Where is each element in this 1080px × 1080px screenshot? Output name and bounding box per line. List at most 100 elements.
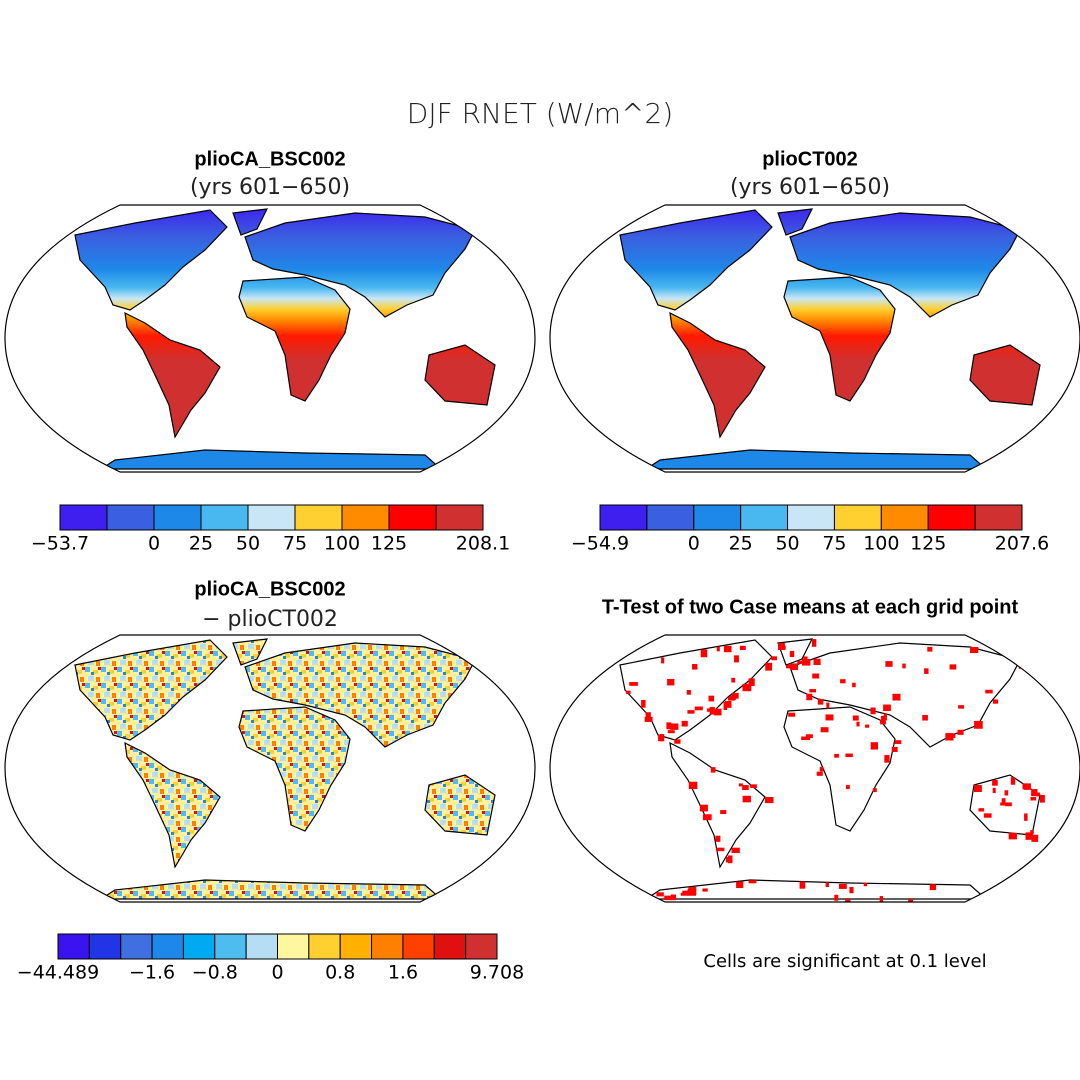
significant-cell [686, 690, 691, 695]
significant-cell [819, 766, 824, 772]
colorbar-swatch [833, 504, 882, 531]
significant-cell [949, 664, 957, 670]
continent [124, 311, 221, 439]
footnote: Cells are significant at 0.1 level [703, 951, 986, 972]
significant-cell [922, 714, 928, 721]
colorbar-swatch [308, 933, 341, 960]
significant-cell [1001, 798, 1006, 805]
map [4, 204, 536, 473]
colorbar-swatch [200, 504, 249, 531]
significant-cell [1040, 795, 1045, 803]
colorbar-label: 25 [189, 533, 213, 555]
significant-cell [702, 888, 708, 892]
significant-cell [883, 713, 887, 721]
significant-cell [669, 723, 679, 730]
significant-cell [880, 720, 885, 724]
colorbar-label: −0.8 [192, 962, 238, 984]
significant-cell [629, 682, 638, 686]
significant-cell [908, 899, 914, 902]
colorbar-swatch [88, 933, 122, 960]
significant-cell [970, 647, 979, 654]
significant-cell [840, 679, 846, 684]
significant-cell [811, 639, 817, 647]
significant-cell [894, 740, 902, 744]
significant-cell [659, 733, 665, 742]
significant-cell [902, 663, 906, 669]
significant-cell [803, 656, 808, 661]
colorbar-swatch [371, 933, 404, 960]
colorbar-swatch [106, 504, 155, 531]
significant-cell [891, 746, 898, 752]
colorbar-label: 0 [148, 533, 160, 555]
significant-cell [845, 753, 853, 758]
significant-cell [801, 736, 811, 741]
significant-cell [797, 660, 807, 664]
colorbar-swatch [153, 504, 202, 531]
significant-cell [883, 704, 891, 711]
significant-cell [870, 707, 876, 715]
significant-cell [731, 847, 740, 854]
significant-cell [724, 700, 732, 708]
significant-cell [748, 678, 755, 687]
significant-cell [726, 857, 731, 863]
significant-cell [1010, 777, 1016, 785]
colorbar-label: 207.6 [995, 533, 1049, 555]
map-land [619, 208, 1041, 470]
colorbar-label: 50 [775, 533, 799, 555]
significant-cell [1025, 832, 1032, 840]
significant-cell [1036, 792, 1040, 797]
colorbar-swatch [927, 504, 976, 531]
significant-cell [879, 896, 884, 902]
significant-cell [715, 835, 721, 842]
significant-cell [699, 804, 708, 812]
colorbar-swatch [339, 933, 373, 960]
colorbar-swatch [693, 504, 742, 531]
significant-cell [1031, 789, 1038, 797]
continent [74, 639, 228, 741]
significant-cell [813, 658, 821, 666]
significant-cell [974, 720, 983, 729]
map-land [74, 638, 496, 900]
significant-cell [700, 649, 708, 658]
colorbar-label: 0 [271, 962, 283, 984]
continent [789, 212, 1021, 318]
continent [124, 741, 221, 869]
significant-cell [681, 720, 688, 727]
colorbar-label: 125 [910, 533, 946, 555]
significant-cell [884, 755, 890, 763]
significant-cell [1031, 834, 1039, 842]
significant-cell [742, 683, 752, 692]
significant-cell [765, 662, 773, 671]
significant-cell [799, 881, 806, 889]
colorbar-label: −54.9 [571, 533, 629, 555]
significant-cell [788, 664, 797, 669]
colorbar-label: 125 [371, 533, 407, 555]
significant-cell [1024, 813, 1028, 821]
significant-cell [736, 881, 744, 889]
significant-cell [644, 716, 653, 722]
continent [232, 638, 269, 666]
colorbar-swatch [245, 933, 278, 960]
significant-cell [924, 668, 929, 674]
significant-cell [992, 699, 999, 704]
significant-cell [788, 712, 796, 717]
colorbar-swatch [880, 504, 929, 531]
panel-subtitle: (yrs 601−650) [190, 175, 350, 200]
colorbar-label: 0.8 [325, 962, 355, 984]
significant-cell [738, 783, 743, 787]
significant-cell [1023, 784, 1031, 790]
significant-cell [806, 693, 813, 701]
colorbar-label: 100 [324, 533, 360, 555]
map [549, 634, 1080, 903]
colorbar-label: −1.6 [129, 962, 175, 984]
significant-cell [656, 892, 664, 897]
panel-subtitle: (yrs 601−650) [730, 175, 890, 200]
significant-cell [802, 659, 807, 663]
significant-cell [692, 664, 698, 670]
significant-cell [720, 810, 727, 815]
significant-cell [1004, 790, 1009, 796]
colorbar-swatch [599, 504, 648, 531]
colorbar-swatch [277, 933, 310, 960]
significant-cell [645, 712, 651, 720]
continent [424, 774, 496, 836]
